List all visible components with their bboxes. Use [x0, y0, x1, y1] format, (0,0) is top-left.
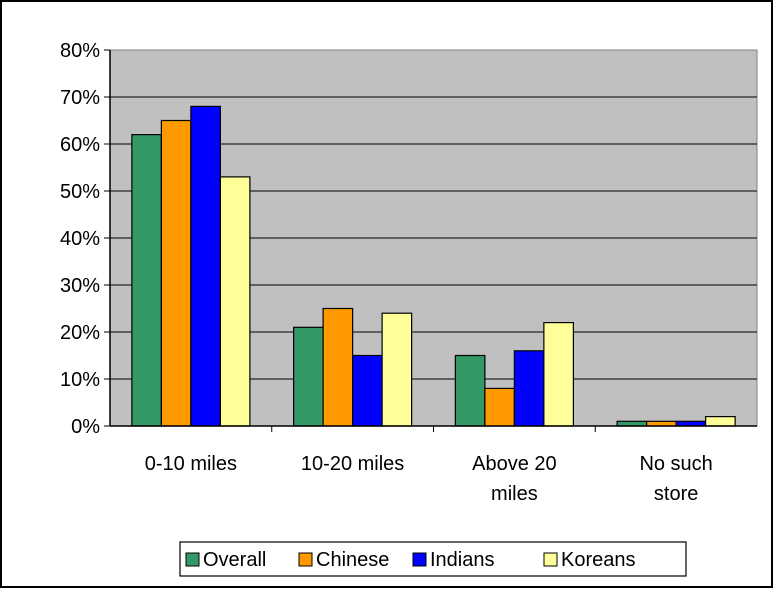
legend-label-chinese: Chinese: [316, 549, 389, 571]
y-tick-label: 0%: [71, 416, 100, 438]
legend-swatch-indians: [412, 552, 427, 567]
bar-indians-2: [513, 350, 545, 427]
y-tick-label: 80%: [60, 40, 100, 62]
bar-chinese-1: [322, 307, 354, 427]
bar-indians-0: [190, 105, 221, 427]
legend: Overall Chinese Indians Koreans: [179, 541, 687, 577]
bars: [131, 105, 736, 427]
legend-label-overall: Overall: [203, 549, 266, 571]
legend-box: [179, 541, 687, 577]
bar-koreans-0: [219, 176, 251, 427]
y-tick-label: 40%: [60, 228, 100, 250]
legend-swatch-overall: [185, 552, 200, 567]
bar-overall-1: [293, 326, 324, 427]
bar-chinese-2: [484, 387, 515, 427]
bar-chinese-0: [160, 119, 192, 427]
bar-overall-0: [131, 134, 162, 427]
y-tick-label: 50%: [60, 181, 100, 203]
bar-koreans-3: [705, 416, 736, 427]
legend-label-indians: Indians: [430, 549, 495, 571]
x-category-label: 10-20 miles: [301, 453, 404, 475]
legend-swatch-koreans: [543, 552, 558, 567]
x-category-label: Above 20 miles: [472, 453, 557, 505]
bar-koreans-2: [543, 322, 574, 427]
legend-swatch-chinese: [298, 552, 313, 567]
y-tick-label: 60%: [60, 134, 100, 156]
bar-indians-1: [352, 354, 383, 427]
y-tick-label: 10%: [60, 369, 100, 391]
legend-label-koreans: Koreans: [561, 549, 636, 571]
bar-koreans-1: [381, 312, 413, 427]
y-tick-label: 30%: [60, 275, 100, 297]
x-axis: [109, 50, 757, 432]
x-category-label: No such store: [639, 453, 712, 505]
y-tick-label: 70%: [60, 87, 100, 109]
y-axis-ticks: 0% 10% 20% 30% 40% 50% 60% 70% 80%: [60, 40, 110, 438]
x-axis-category-labels: 0-10 miles 10-20 miles Above 20 miles No suc…: [145, 453, 713, 505]
y-tick-label: 20%: [60, 322, 100, 344]
bar-overall-2: [454, 354, 486, 427]
x-category-label: 0-10 miles: [145, 453, 237, 475]
